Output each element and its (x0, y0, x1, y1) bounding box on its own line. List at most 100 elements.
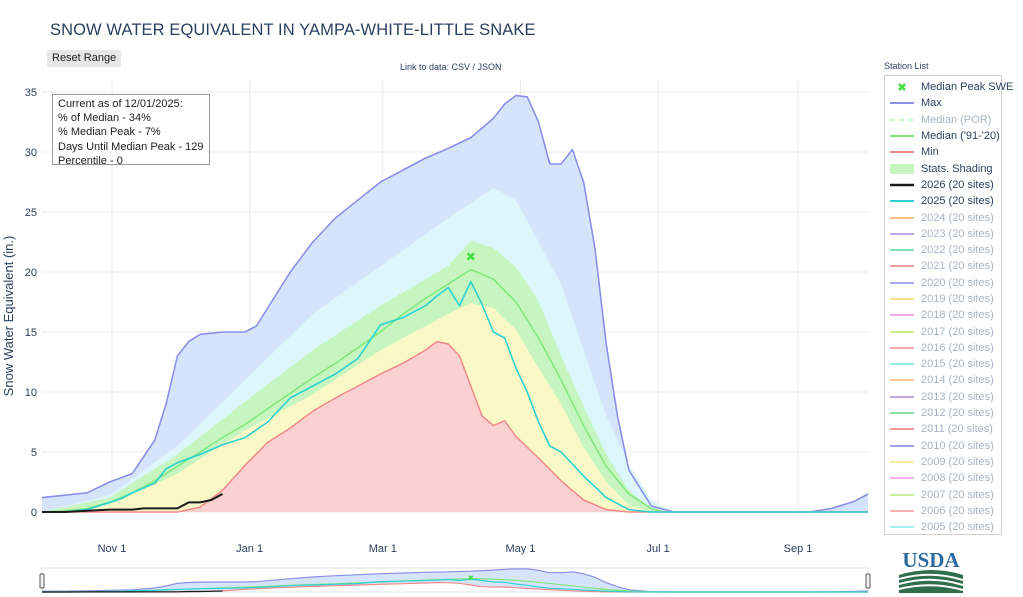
stats-line-date: Current as of 12/01/2025: (58, 98, 183, 110)
legend-label: 2011 (20 sites) (921, 423, 993, 436)
y-tick-label: 30 (25, 147, 37, 159)
stats-line-percentile: Percentile - 0 (58, 154, 123, 167)
stats-line-pct-peak: % Median Peak - 7% (58, 126, 161, 139)
legend-label: 2008 (20 sites) (921, 472, 994, 485)
legend-label: 2018 (20 sites) (921, 309, 994, 322)
range-slider-line (42, 590, 223, 593)
legend-item[interactable]: 2021 (20 sites) (888, 258, 1001, 274)
legend-item[interactable]: Median (POR) (888, 112, 1001, 128)
legend-label: 2022 (20 sites) (921, 244, 994, 257)
legend-item[interactable]: 2016 (20 sites) (888, 340, 1001, 356)
usda-logo: USDA (898, 548, 964, 593)
legend-swatch-icon (888, 97, 916, 109)
legend-swatch-icon (888, 163, 916, 175)
legend-swatch-icon (888, 309, 916, 321)
y-tick-label: 35 (25, 87, 37, 99)
legend-label: 2012 (20 sites) (921, 407, 994, 420)
legend-item[interactable]: 2009 (20 sites) (888, 454, 1001, 470)
legend-item[interactable]: 2015 (20 sites) (888, 356, 1001, 372)
legend-item[interactable]: 2023 (20 sites) (888, 226, 1001, 242)
legend-label: 2015 (20 sites) (921, 358, 994, 371)
legend-item[interactable]: Median Peak SWE (888, 79, 1013, 95)
legend-swatch-icon (888, 293, 916, 305)
legend-swatch-icon (888, 277, 916, 289)
stats-annotation: Current as of 12/01/2025: % of Median - … (52, 94, 210, 167)
range-handle-left[interactable] (39, 573, 45, 589)
x-tick-label: Jul 1 (646, 543, 669, 555)
legend-item[interactable]: 2012 (20 sites) (888, 405, 1001, 421)
station-list-label: Station List (884, 61, 929, 71)
legend-swatch-icon (888, 212, 916, 224)
legend-item[interactable]: 2024 (20 sites) (888, 209, 1001, 225)
legend-item[interactable]: 2010 (20 sites) (888, 438, 1001, 454)
legend-swatch-icon (888, 505, 916, 517)
y-tick-label: 5 (31, 447, 37, 459)
series-line-2026-20-sites- (42, 493, 223, 513)
legend-swatch-icon (888, 195, 916, 207)
range-handle-right[interactable] (865, 573, 871, 589)
range-slider-peak (468, 575, 474, 581)
reset-range-button[interactable]: Reset Range (47, 50, 122, 67)
legend-item[interactable]: Median ('91-'20) (888, 128, 1001, 144)
legend-label: 2006 (20 sites) (921, 504, 994, 517)
y-tick-label: 10 (25, 387, 37, 399)
legend-swatch-icon (888, 228, 916, 240)
band-50th-30th (42, 303, 868, 512)
legend-item[interactable]: 2014 (20 sites) (888, 372, 1001, 388)
legend-swatch-icon (888, 260, 916, 272)
legend-label: 2016 (20 sites) (921, 341, 994, 354)
x-tick-label: Jan 1 (236, 543, 263, 555)
y-tick-label: 20 (25, 267, 37, 279)
legend-item[interactable]: 2025 (20 sites) (888, 193, 1001, 209)
legend-label: 2005 (20 sites) (921, 521, 994, 534)
legend-swatch-icon (888, 391, 916, 403)
legend-label: Min (921, 146, 939, 159)
legend-item[interactable]: 2018 (20 sites) (888, 307, 1001, 323)
legend-item[interactable]: 2006 (20 sites) (888, 503, 1001, 519)
legend-swatch-icon (888, 472, 916, 484)
legend-swatch-icon (888, 114, 916, 126)
stats-line-days: Days Until Median Peak - 129 (58, 140, 204, 153)
legend-swatch-icon (888, 358, 916, 370)
y-tick-label: 25 (25, 207, 37, 219)
legend-item[interactable]: Stats. Shading (888, 160, 1001, 176)
legend-item[interactable]: 2026 (20 sites) (888, 177, 1001, 193)
legend-label: 2007 (20 sites) (921, 488, 994, 501)
median-peak-marker (466, 252, 475, 261)
legend-item[interactable]: 2017 (20 sites) (888, 323, 1001, 339)
legend-label: 2023 (20 sites) (921, 227, 994, 240)
y-axis-label: Snow Water Equivalent (in.) (1, 236, 16, 397)
legend-item[interactable]: 2022 (20 sites) (888, 242, 1001, 258)
legend-label: Median Peak SWE (921, 81, 1014, 94)
legend-label: 2017 (20 sites) (921, 325, 994, 338)
legend-swatch-icon (888, 440, 916, 452)
legend-label: Median (POR) (921, 113, 992, 126)
legend-label: 2013 (20 sites) (921, 390, 994, 403)
legend-item[interactable]: 2007 (20 sites) (888, 486, 1001, 502)
y-tick-label: 15 (25, 327, 37, 339)
x-tick-label: May 1 (505, 543, 535, 555)
legend-item[interactable]: 2020 (20 sites) (888, 275, 1001, 291)
legend-swatch-icon (888, 407, 916, 419)
legend-item[interactable]: 2005 (20 sites) (888, 519, 1001, 535)
legend-item[interactable]: 2013 (20 sites) (888, 389, 1001, 405)
legend-item[interactable]: 2011 (20 sites) (888, 421, 1001, 437)
legend-item[interactable]: 2008 (20 sites) (888, 470, 1001, 486)
legend-swatch-icon (888, 130, 916, 142)
legend-item[interactable]: Max (888, 95, 1001, 111)
median-peak-x (466, 252, 475, 261)
legend-swatch-icon (888, 244, 916, 256)
legend-swatch-icon (888, 489, 916, 501)
x-tick-label: Nov 1 (98, 543, 127, 555)
chart-title: SNOW WATER EQUIVALENT IN YAMPA-WHITE-LIT… (50, 21, 536, 39)
x-tick-label: Mar 1 (369, 543, 397, 555)
legend-item[interactable]: 2019 (20 sites) (888, 291, 1001, 307)
range-slider-line (42, 578, 868, 593)
station-legend: Median Peak SWE Max Median (POR) Median ('9… (884, 75, 1013, 535)
legend-label: 2020 (20 sites) (921, 276, 994, 289)
legend-label: 2024 (20 sites) (921, 211, 994, 224)
data-link[interactable]: Link to data: CSV / JSON (400, 62, 502, 72)
legend-swatch-icon (888, 146, 916, 158)
legend-item[interactable]: Min (888, 144, 1001, 160)
